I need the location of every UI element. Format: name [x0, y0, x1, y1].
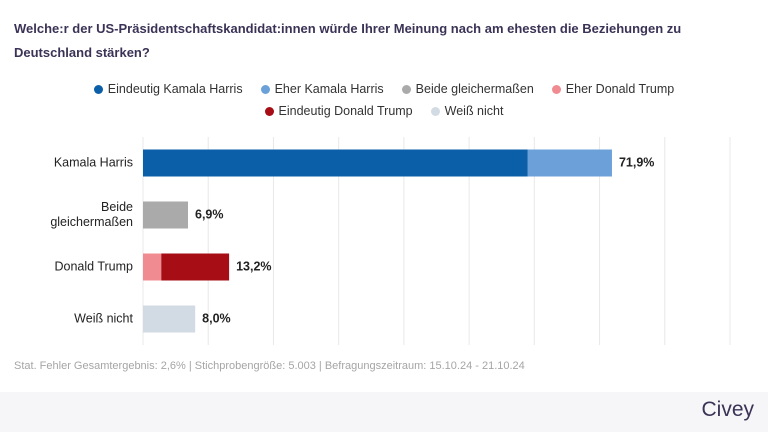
bar-segment — [143, 253, 162, 281]
legend-label: Weiß nicht — [444, 104, 504, 118]
category-label: Kamala Harris — [53, 155, 133, 170]
legend-label: Eindeutig Kamala Harris — [107, 82, 243, 96]
legend-label: Eindeutig Donald Trump — [278, 104, 413, 118]
legend-item: Eindeutig Kamala Harris — [93, 80, 243, 98]
legend-item: Weiß nicht — [430, 102, 504, 120]
total-label: 71,9% — [619, 155, 654, 169]
legend: Eindeutig Kamala Harris Eher Kamala Harri… — [20, 80, 748, 120]
bar-segment — [143, 149, 528, 177]
footer-band: Civey — [0, 392, 768, 432]
legend-label: Eher Kamala Harris — [274, 82, 384, 96]
total-label: 13,2% — [236, 259, 271, 273]
total-label: 8,0% — [202, 311, 231, 325]
legend-marker — [551, 84, 561, 94]
footnote: Stat. Fehler Gesamtergebnis: 2,6% | Stic… — [14, 360, 525, 372]
legend-marker — [401, 84, 411, 94]
category-label: Beide gleichermaßen — [50, 200, 133, 229]
legend-label: Eher Donald Trump — [565, 82, 675, 96]
bar-segment — [143, 305, 196, 333]
brand: Civey — [701, 398, 754, 421]
legend-item: Eindeutig Donald Trump — [264, 102, 413, 120]
legend-marker — [260, 84, 270, 94]
legend-label: Beide gleichermaßen — [415, 82, 534, 96]
legend-item: Beide gleichermaßen — [401, 80, 534, 98]
legend-marker — [93, 84, 103, 94]
legend-item: Eher Donald Trump — [551, 80, 675, 98]
category-label: Weiß nicht — [74, 311, 133, 326]
bar-segment — [143, 201, 189, 229]
total-label: 6,9% — [195, 207, 224, 221]
legend-item: Eher Kamala Harris — [260, 80, 384, 98]
category-label: Donald Trump — [54, 259, 133, 274]
bar-segment — [161, 253, 230, 281]
chart: 71,9% 6,9% 13,2% 8,0% — [142, 137, 731, 345]
legend-marker — [430, 106, 440, 116]
chart-title: Welche:r der US-Präsidentschaftskandidat… — [14, 21, 682, 60]
bar-segment — [527, 149, 612, 177]
legend-marker — [264, 106, 274, 116]
